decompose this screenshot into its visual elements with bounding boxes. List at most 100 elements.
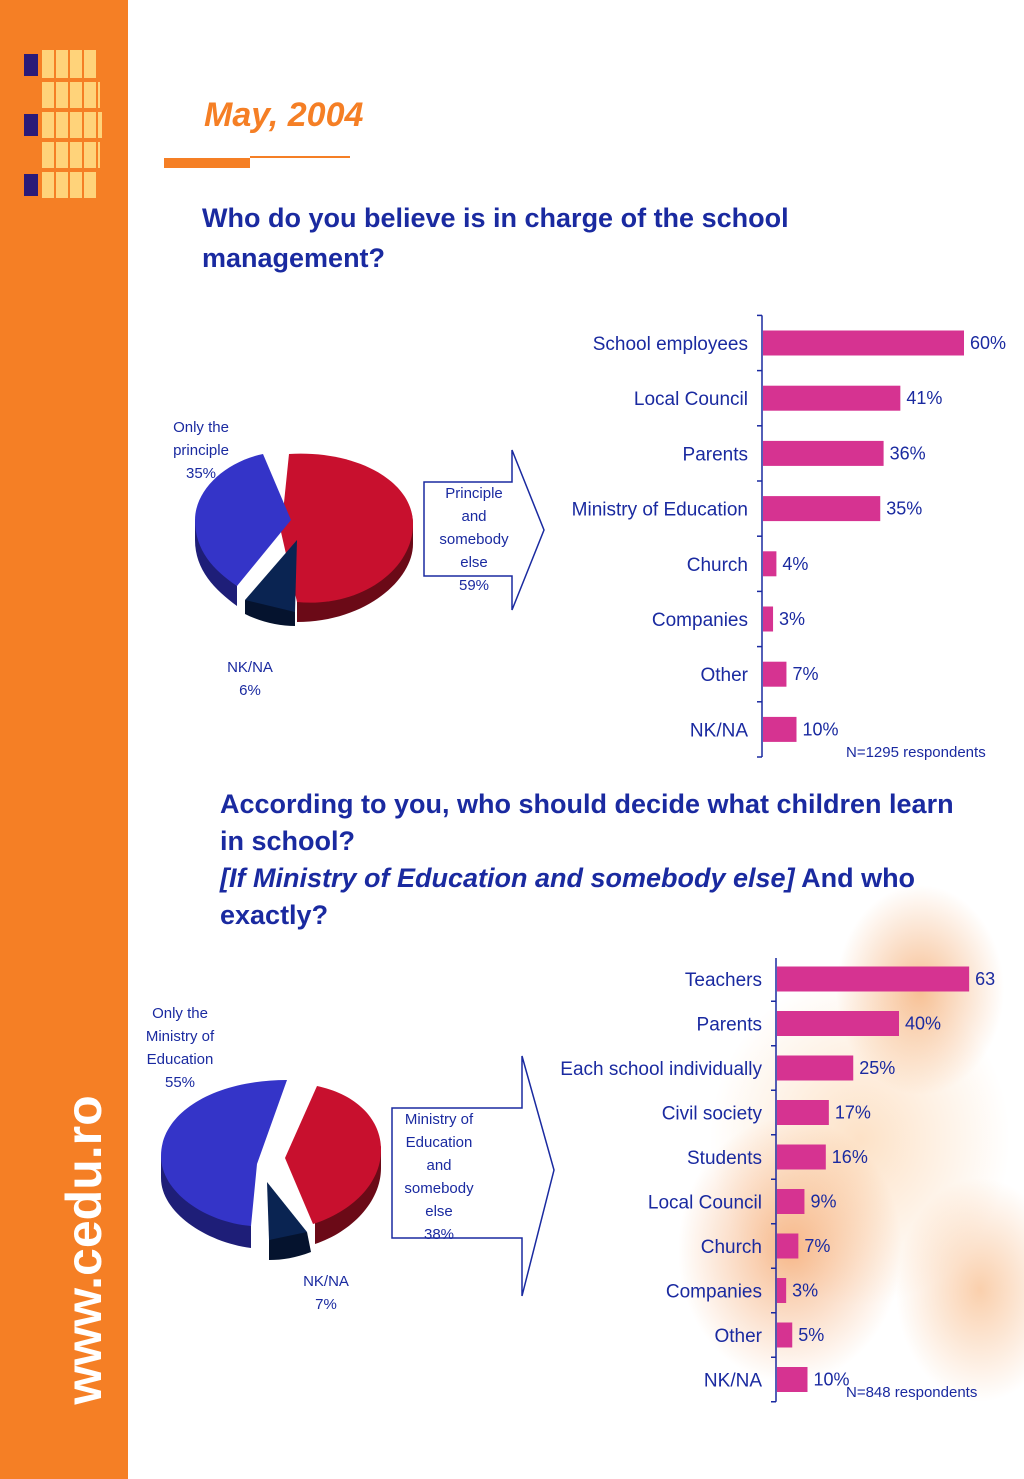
pie1-label-nk-l1: NK/NA	[227, 659, 273, 676]
pie1-label-only-l2: principle	[173, 442, 229, 459]
pie2-label-nk: NK/NA 7%	[286, 1270, 366, 1316]
bar1-bar	[763, 716, 797, 742]
bar2-value-label: 17%	[835, 1103, 871, 1123]
sample-note-1: N=1295 respondents	[846, 744, 986, 761]
bar2-bar	[777, 1367, 808, 1392]
pie2-label-only-l2: Ministry of	[145, 1028, 215, 1045]
bar2-category-label: Parents	[697, 1015, 762, 1036]
pie1-label-only-l1: Only the	[173, 419, 229, 436]
pie2-callout-l5: else	[425, 1203, 453, 1220]
bar2-value-label: 7%	[804, 1236, 830, 1256]
website-url[interactable]: www.cedu.ro	[56, 1095, 112, 1405]
pie2-label-nk-l2: 7%	[315, 1296, 337, 1313]
pie1-callout-l5: 59%	[458, 577, 490, 594]
bar2-bar	[777, 1100, 829, 1125]
bar2-bar	[777, 1055, 854, 1081]
bar1-value-label: 7%	[792, 664, 818, 684]
bar2-bar	[777, 1233, 799, 1259]
pie1-callout-l3: somebody	[439, 531, 509, 548]
bar1-bar	[763, 496, 881, 522]
bar2-value-label: 63	[975, 969, 995, 989]
bar2-value-label: 40%	[905, 1014, 941, 1034]
bar2-category-label: Other	[714, 1326, 762, 1347]
pie1-callout-text: Principle and somebody else 59%	[426, 482, 522, 597]
bar1-category-label: NK/NA	[690, 720, 748, 741]
pie1-slice-only-principle	[195, 454, 291, 606]
question-2-main: According to you, who should decide what…	[220, 789, 954, 856]
bar2-category-label: NK/NA	[704, 1371, 762, 1392]
pie1-callout-arrow	[423, 449, 545, 611]
pie2-callout-text: Ministry of Education and somebody else …	[392, 1108, 486, 1246]
bar-chart-2: Teachers 63 Parents 40% Each school individu…	[560, 958, 995, 1403]
bar2-bar	[777, 1144, 826, 1170]
bar1-value-label: 36%	[890, 443, 926, 463]
bar2-bar	[777, 1189, 805, 1214]
bar1-category-label: Parents	[683, 444, 748, 465]
accent-rule-thin	[250, 156, 350, 158]
bar2-category-label: Church	[701, 1237, 762, 1258]
question-1: Who do you believe is in charge of the s…	[202, 203, 789, 273]
bar2-category-label: Local Council	[648, 1193, 762, 1214]
bar-chart-1: School employees 60% Local Council 41% Paren…	[572, 314, 1006, 758]
pie1-slice-nk	[245, 540, 297, 626]
pie2-slice-ministry-somebody	[285, 1086, 381, 1244]
bar1-bar	[763, 440, 884, 466]
bar2-category-label: Students	[687, 1148, 762, 1169]
bar2-category-label: Each school individually	[560, 1059, 762, 1080]
question-2: According to you, who should decide what…	[220, 786, 960, 934]
pie2-callout-arrow	[391, 1055, 555, 1297]
bar2-value-label: 10%	[814, 1370, 850, 1390]
bar2-bar	[777, 1322, 793, 1348]
bar2-value-label: 3%	[792, 1281, 818, 1301]
bar1-category-label: Other	[700, 665, 748, 686]
pie1-label-only: Only the principle 35%	[160, 416, 242, 485]
bar1-category-label: Local Council	[634, 389, 748, 410]
bar2-category-label: Teachers	[685, 970, 762, 991]
bar1-value-label: 41%	[906, 388, 942, 408]
bar1-bar	[763, 606, 774, 632]
pie2-callout-l4: somebody	[404, 1180, 474, 1197]
pie2-callout-l2: Education	[405, 1134, 473, 1151]
pie2-callout-l1: Ministry of	[404, 1111, 474, 1128]
pie2-callout-l6: 38%	[423, 1226, 455, 1243]
bar2-value-label: 5%	[798, 1325, 824, 1345]
bar2-value-label: 9%	[810, 1192, 836, 1212]
bar1-bar	[763, 330, 964, 356]
pie2-label-only-l3: Education	[146, 1051, 214, 1068]
pie1-callout-l1: Principle	[445, 485, 503, 502]
bar1-value-label: 3%	[779, 609, 805, 629]
pie2-slice-nk	[267, 1182, 311, 1260]
question-2-condition: [If Ministry of Education and somebody e…	[220, 863, 795, 893]
bar1-category-label: Church	[687, 555, 748, 576]
pie1-label-nk: NK/NA 6%	[210, 656, 290, 702]
pie1-slice-principle-somebody	[281, 453, 413, 622]
bar2-bar	[777, 1011, 899, 1036]
bar1-bar	[763, 551, 777, 577]
pie2-label-only-l1: Only the	[152, 1005, 208, 1022]
bar1-value-label: 4%	[782, 554, 808, 574]
bar2-bar	[777, 966, 970, 992]
pie1-label-nk-l2: 6%	[239, 682, 261, 699]
bar2-value-label: 25%	[859, 1058, 895, 1078]
bar1-category-label: Companies	[652, 610, 748, 631]
bar2-category-label: Companies	[666, 1282, 762, 1303]
cedu-logo	[24, 50, 104, 200]
bar1-value-label: 10%	[803, 719, 839, 739]
pie2-label-nk-l1: NK/NA	[303, 1273, 349, 1290]
question-2-tail: And who exactly?	[220, 863, 916, 930]
report-date: May, 2004	[204, 96, 364, 134]
sidebar-band	[0, 0, 128, 1479]
bar2-bar	[777, 1278, 787, 1303]
pie-chart-1	[195, 453, 413, 626]
pie2-slice-only-ministry	[161, 1080, 287, 1248]
pie2-label-only-l4: 55%	[164, 1074, 196, 1091]
pie1-callout-l2: and	[461, 508, 487, 525]
accent-rule-thick	[164, 158, 250, 168]
pie1-label-only-l3: 35%	[185, 465, 217, 482]
sample-note-2: N=848 respondents	[846, 1384, 978, 1401]
bar1-bar	[763, 385, 901, 411]
bar1-bar	[763, 661, 787, 687]
pie-chart-2	[161, 1080, 381, 1260]
bar1-category-label: Ministry of Education	[572, 500, 748, 521]
pie2-callout-l3: and	[426, 1157, 452, 1174]
